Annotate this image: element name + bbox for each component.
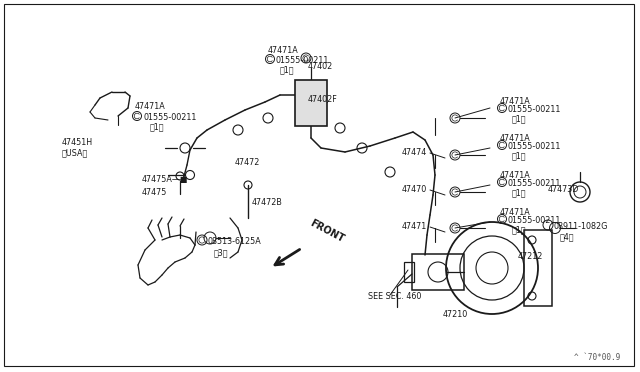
Text: FRONT: FRONT xyxy=(308,218,346,244)
Bar xyxy=(295,80,327,126)
Text: 、1）: 、1） xyxy=(150,122,164,131)
Text: （1）: （1） xyxy=(280,65,294,74)
Text: （1）: （1） xyxy=(512,151,527,160)
Text: SEE SEC. 460: SEE SEC. 460 xyxy=(368,292,421,301)
Text: 01555-00211: 01555-00211 xyxy=(508,216,561,225)
Bar xyxy=(412,254,464,290)
Text: 08911-1082G: 08911-1082G xyxy=(554,222,609,231)
Text: 47471A: 47471A xyxy=(500,134,531,143)
Text: （4）: （4） xyxy=(560,232,575,241)
Text: 47471A: 47471A xyxy=(500,171,531,180)
Text: 47471A: 47471A xyxy=(500,208,531,217)
Bar xyxy=(404,262,414,282)
Text: 47475A—■: 47475A—■ xyxy=(142,175,188,184)
Text: 47473D: 47473D xyxy=(548,185,579,194)
Text: （1）: （1） xyxy=(512,225,527,234)
Text: 47402: 47402 xyxy=(308,62,333,71)
Text: 01555-00211: 01555-00211 xyxy=(508,179,561,188)
Text: 47471A: 47471A xyxy=(268,46,299,55)
Text: 01555-00211: 01555-00211 xyxy=(508,142,561,151)
Text: 47471A: 47471A xyxy=(135,102,166,111)
Text: 01555-00211: 01555-00211 xyxy=(143,113,196,122)
Text: 47471A: 47471A xyxy=(500,97,531,106)
Text: （1）: （1） xyxy=(512,114,527,123)
Text: 47472B: 47472B xyxy=(252,198,283,207)
Text: 47475: 47475 xyxy=(142,188,168,197)
Text: 47451H
〈USA〉: 47451H 〈USA〉 xyxy=(62,138,93,157)
Text: 08513-6125A: 08513-6125A xyxy=(208,237,262,246)
Text: （3）: （3） xyxy=(214,248,228,257)
Text: 01555-00211: 01555-00211 xyxy=(508,105,561,114)
Text: 47210: 47210 xyxy=(442,310,468,319)
Text: ^ `70*00.9: ^ `70*00.9 xyxy=(573,353,620,362)
Text: 01555-00211: 01555-00211 xyxy=(276,56,330,65)
Text: 47212: 47212 xyxy=(518,252,543,261)
Text: 47470: 47470 xyxy=(402,185,428,194)
Bar xyxy=(524,230,552,306)
Text: 47474: 47474 xyxy=(402,148,428,157)
Text: 47471: 47471 xyxy=(402,222,428,231)
Text: 47402F: 47402F xyxy=(308,95,338,104)
Text: 47472: 47472 xyxy=(235,158,260,167)
Text: （1）: （1） xyxy=(512,188,527,197)
